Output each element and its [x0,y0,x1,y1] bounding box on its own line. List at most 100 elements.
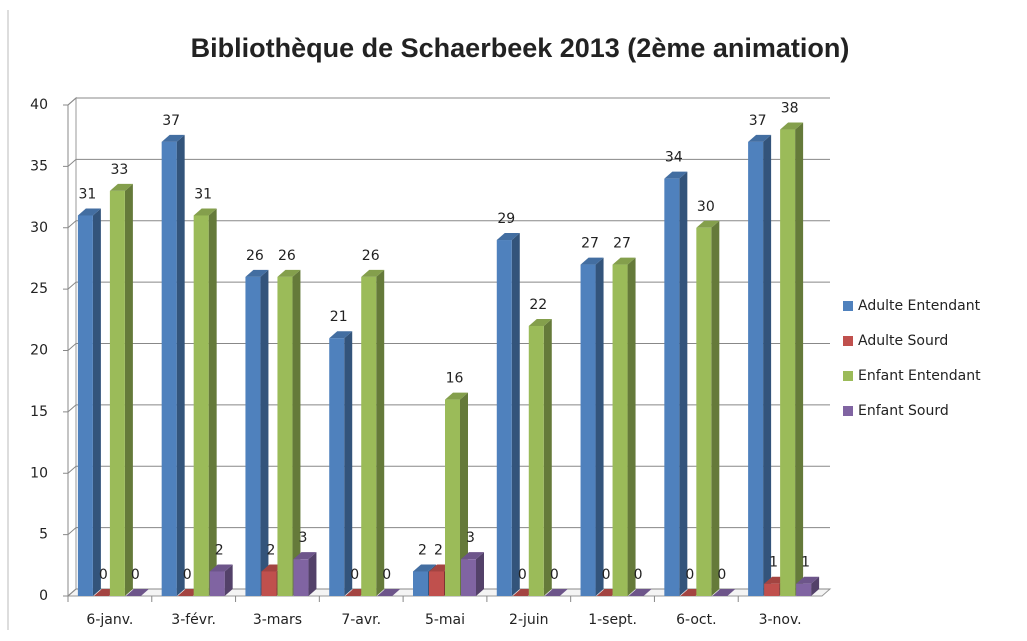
bar-front [161,141,177,596]
bar-front [445,399,460,596]
y-tick-label: 25 [30,281,48,297]
bar [77,208,101,596]
bar-front [664,178,680,596]
bar [209,564,233,596]
value-label: 0 [717,567,726,583]
value-label: 0 [350,567,359,583]
bar [628,589,652,596]
bar-front [461,559,476,596]
bar [293,552,317,596]
x-tick-label: 3-févr. [171,612,216,628]
value-label: 37 [749,113,767,129]
bar [748,134,772,596]
bar-front [209,571,225,596]
bar-top [109,183,133,191]
value-label: 0 [131,567,140,583]
bar-front [413,571,428,596]
y-tick-label: 15 [30,404,48,420]
bar-top [209,564,233,572]
value-label: 31 [194,186,212,202]
bar-side [308,552,317,596]
bar-side [627,257,636,596]
y-tick-label: 20 [30,343,48,359]
bar-front [193,215,209,596]
bar-front [109,190,125,597]
bar [461,552,484,596]
bar [377,589,401,596]
bar-side [795,122,804,597]
y-tick-label: 10 [30,465,48,481]
bar-side [595,257,604,596]
legend-swatch [843,301,853,311]
bar-front [748,141,764,596]
value-label: 31 [78,186,96,202]
value-label: 2 [418,542,427,558]
bar-top [413,564,436,572]
bar-top [664,171,688,179]
value-label: 0 [183,567,192,583]
bar-side [208,208,217,596]
bar-top [461,552,484,560]
bar-front [796,583,812,596]
bar [780,122,804,597]
x-tick-label: 3-mars [253,612,302,628]
value-label: 37 [162,113,180,129]
bar-front [496,240,512,596]
bar-top [277,269,301,277]
bar-front [361,276,377,596]
bar-side [260,269,269,596]
bar-front [612,264,628,596]
bar [125,589,149,596]
bar-front [261,571,277,596]
bar-top [377,589,401,596]
bar-top [161,134,185,142]
y-tick-label: 0 [39,588,48,604]
bar-top [696,220,720,228]
value-label: 1 [801,555,810,571]
bar [329,331,353,596]
value-label: 0 [602,567,611,583]
bar-top [628,589,652,596]
bar-top [445,392,468,400]
bar [496,233,520,596]
bar [528,318,552,596]
value-label: 27 [613,236,631,252]
grid-line [67,527,830,536]
value-label: 0 [550,567,559,583]
value-label: 33 [110,162,128,178]
bar-front [780,129,796,597]
bar-top [528,318,552,326]
legend-label: Adulte Sourd [858,333,948,349]
bar-front [77,215,93,596]
bar-top [612,257,636,265]
grid-line [67,465,830,474]
bar-top [329,331,353,339]
value-label: 29 [497,211,515,227]
grid-line [67,97,830,106]
bar-side [711,220,720,596]
value-label: 22 [529,297,547,313]
y-tick-label: 30 [30,220,48,236]
bar-side [376,269,385,596]
bar-side [476,552,484,596]
legend-swatch [843,371,853,381]
y-tick-label: 40 [30,97,48,113]
legend-label: Adulte Entendant [858,298,981,314]
value-label: 26 [278,248,296,264]
bar-side [224,564,233,596]
bar [161,134,185,596]
value-label: 3 [466,530,475,546]
bar [544,589,568,596]
y-tick-label: 35 [30,158,48,174]
value-label: 2 [434,542,443,558]
value-label: 26 [362,248,380,264]
chart-title: Bibliothèque de Schaerbeek 2013 (2ème an… [191,33,850,63]
bar-front [764,583,780,596]
grid-line [67,588,830,597]
bar-side [511,233,520,596]
bar-front [528,325,544,596]
bar [193,208,217,596]
bar [245,269,269,596]
bar-front [245,276,261,596]
bar-top [580,257,604,265]
